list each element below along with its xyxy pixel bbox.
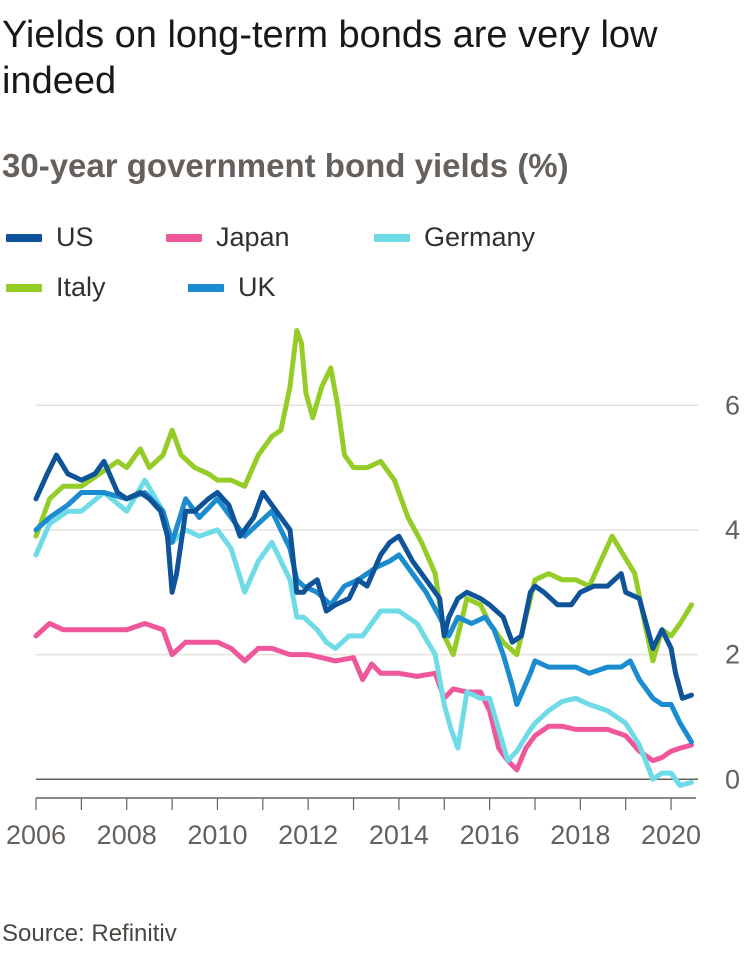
axis-layer: 0 2 4 6 2006 2008 2010 2012 2014 2016 2018 2020 [6, 390, 740, 850]
legend-label-germany: Germany [424, 222, 536, 252]
series-line-us [33, 452, 694, 701]
y-tick-label-6: 6 [725, 390, 740, 420]
x-tick-label-2018: 2018 [550, 820, 610, 850]
legend-swatch-uk [188, 283, 224, 292]
legend-item-italy: Italy [6, 272, 106, 303]
x-tick-label-2006: 2006 [6, 820, 66, 850]
legend-label-uk: UK [238, 272, 276, 302]
grid-layer [36, 404, 698, 781]
legend-swatch-us [6, 233, 42, 242]
series-layer [33, 328, 694, 788]
x-tick-label-2010: 2010 [187, 820, 247, 850]
series-line-uk [33, 490, 694, 745]
legend-item-germany: Germany [374, 222, 535, 253]
chart-title: Yields on long-term bonds are very low i… [2, 14, 658, 102]
x-tick-label-2012: 2012 [278, 820, 338, 850]
legend-label-us: US [56, 222, 94, 252]
x-tick-label-2014: 2014 [369, 820, 429, 850]
legend-label-italy: Italy [56, 272, 106, 302]
y-tick-label-2: 2 [725, 640, 740, 670]
chart-subtitle: 30-year government bond yields (%) [2, 147, 569, 184]
legend-label-japan: Japan [216, 222, 290, 252]
legend-item-japan: Japan [166, 222, 290, 253]
y-tick-label-0: 0 [725, 764, 740, 794]
x-tick-label-2008: 2008 [97, 820, 157, 850]
legend-swatch-japan [166, 233, 202, 242]
chart-legend: US Japan Germany Italy UK [0, 222, 740, 318]
series-line-germany [33, 477, 694, 788]
legend-swatch-germany [374, 233, 410, 242]
series-line-japan [33, 621, 694, 773]
legend-item-uk: UK [188, 272, 276, 303]
source-note: Source: Refinitiv [2, 920, 177, 947]
series-line-italy [33, 328, 694, 664]
y-tick-label-4: 4 [725, 515, 740, 545]
legend-swatch-italy [6, 283, 42, 292]
legend-item-us: US [6, 222, 94, 253]
x-tick-label-2020: 2020 [641, 820, 701, 850]
line-chart: 0 2 4 6 2006 2008 2010 2012 2014 2016 2018 2020 [6, 328, 740, 850]
x-tick-label-2016: 2016 [460, 820, 520, 850]
